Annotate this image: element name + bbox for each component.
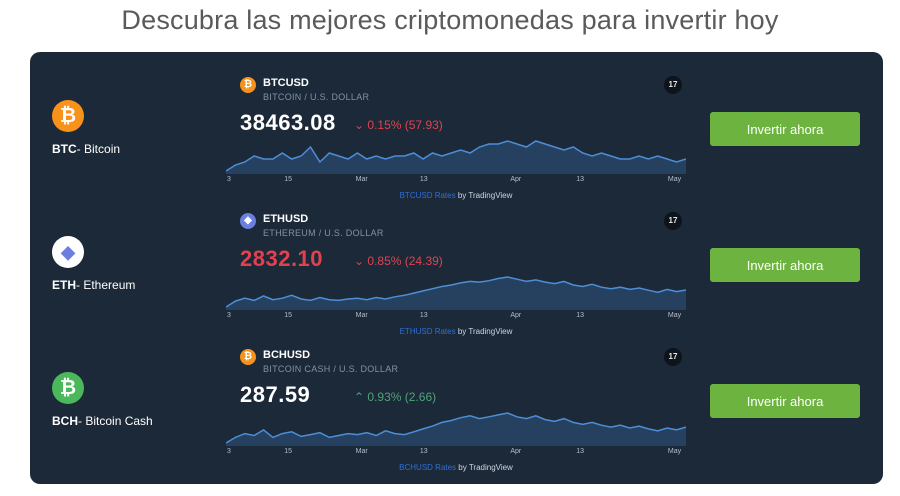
- price-change: ⌄ 0.15% (57.93): [354, 118, 443, 132]
- invest-button-btc[interactable]: Invertir ahora: [710, 112, 860, 146]
- crypto-row-eth: ◆ ETH- Ethereum ◆ ETHUSD ETHEREUM / U.S.…: [30, 200, 883, 336]
- x-tick-label: Mar: [355, 448, 368, 455]
- x-tick-label: 3: [227, 176, 231, 183]
- coin-full-name: Bitcoin: [84, 142, 121, 156]
- chevron-up-icon: ⌃: [354, 390, 365, 404]
- symbol: ETHUSD: [263, 213, 309, 225]
- crypto-row-btc: ₿ BTC- Bitcoin ₿ BTCUSD BITCOIN / U.S. D…: [30, 64, 883, 200]
- coin-ticker: BTC: [52, 142, 77, 156]
- symbol-description: BITCOIN CASH / U.S. DOLLAR: [263, 364, 399, 374]
- x-tick-label: Apr: [510, 448, 522, 455]
- symbol-description: ETHEREUM / U.S. DOLLAR: [263, 228, 384, 238]
- x-tick-label: Apr: [510, 176, 522, 183]
- bitcoin-icon: ₿: [240, 77, 256, 93]
- x-tick-label: May: [667, 176, 682, 183]
- bitcoin-cash-icon: ₿: [240, 349, 256, 365]
- price-change: ⌄ 0.85% (24.39): [354, 254, 443, 268]
- attribution-text: by TradingView: [455, 327, 513, 336]
- x-tick-label: 13: [576, 448, 585, 455]
- attribution-link[interactable]: BCHUSD Rates: [399, 463, 457, 472]
- price: 2832.10: [240, 246, 324, 271]
- tradingview-logo-icon[interactable]: 17: [664, 212, 682, 230]
- page-heading: Descubra las mejores criptomonedas para …: [121, 5, 779, 35]
- bitcoin-icon: ₿: [52, 100, 84, 132]
- attribution-text: by TradingView: [456, 463, 513, 472]
- chart-line: [226, 276, 686, 308]
- coin-name: BTC- Bitcoin: [52, 142, 222, 156]
- symbol: BTCUSD: [263, 77, 309, 89]
- attribution: ETHUSD Rates by TradingView: [226, 327, 686, 336]
- x-tick-label: 15: [284, 448, 292, 455]
- tradingview-logo-icon[interactable]: 17: [664, 348, 682, 366]
- x-tick-label: May: [667, 312, 682, 319]
- invest-button-bch[interactable]: Invertir ahora: [710, 384, 860, 418]
- crypto-panel: ₿ BTC- Bitcoin ₿ BTCUSD BITCOIN / U.S. D…: [30, 52, 883, 484]
- price: 38463.08: [240, 110, 336, 135]
- coin-info: ◆ ETH- Ethereum: [52, 236, 222, 292]
- x-tick-label: 13: [419, 176, 428, 183]
- x-tick-label: Mar: [355, 312, 368, 319]
- x-axis: 3 15 Mar 13 Apr 13 May: [226, 448, 686, 460]
- change-value: 0.85% (24.39): [367, 254, 443, 268]
- price: 287.59: [240, 382, 311, 407]
- x-tick-label: 13: [576, 312, 585, 319]
- price-chart: [226, 412, 686, 446]
- x-tick-label: 13: [419, 448, 428, 455]
- coin-name-separator: -: [78, 414, 86, 428]
- chart-area: [226, 277, 686, 310]
- crypto-row-bch: ₿ BCH- Bitcoin Cash ₿ BCHUSD BITCOIN CAS…: [30, 336, 883, 472]
- tradingview-widget[interactable]: ₿ BCHUSD BITCOIN CASH / U.S. DOLLAR 17 2…: [226, 336, 686, 472]
- x-tick-label: 15: [284, 312, 292, 319]
- coin-info: ₿ BTC- Bitcoin: [52, 100, 222, 156]
- x-tick-label: 15: [284, 176, 292, 183]
- x-tick-label: Apr: [510, 312, 522, 319]
- chart-line: [226, 140, 686, 172]
- coin-name-separator: -: [76, 142, 85, 156]
- coin-ticker: BCH: [52, 414, 78, 428]
- attribution-text: by TradingView: [455, 191, 513, 200]
- tradingview-widget[interactable]: ◆ ETHUSD ETHEREUM / U.S. DOLLAR 17 2832.…: [226, 200, 686, 336]
- tradingview-widget[interactable]: ₿ BTCUSD BITCOIN / U.S. DOLLAR 17 38463.…: [226, 64, 686, 200]
- attribution-link[interactable]: BTCUSD Rates: [399, 191, 456, 200]
- chart-area: [226, 413, 686, 446]
- x-tick-label: 3: [227, 312, 231, 319]
- x-axis: 3 15 Mar 13 Apr 13 May: [226, 312, 686, 324]
- x-axis: 3 15 Mar 13 Apr 13 May: [226, 176, 686, 188]
- bitcoin-cash-icon: ₿: [52, 372, 84, 404]
- ethereum-icon: ◆: [240, 213, 256, 229]
- chart-area: [226, 141, 686, 174]
- coin-full-name: Bitcoin Cash: [85, 414, 153, 428]
- change-value: 0.93% (2.66): [367, 390, 437, 404]
- symbol-description: BITCOIN / U.S. DOLLAR: [263, 92, 370, 102]
- price-chart: [226, 140, 686, 174]
- attribution: BTCUSD Rates by TradingView: [226, 191, 686, 200]
- invest-button-eth[interactable]: Invertir ahora: [710, 248, 860, 282]
- coin-full-name: Ethereum: [83, 278, 136, 292]
- coin-info: ₿ BCH- Bitcoin Cash: [52, 372, 222, 428]
- x-tick-label: Mar: [355, 176, 368, 183]
- attribution-link[interactable]: ETHUSD Rates: [399, 327, 456, 336]
- attribution: BCHUSD Rates by TradingView: [226, 463, 686, 472]
- chevron-down-icon: ⌄: [354, 118, 365, 132]
- coin-name: BCH- Bitcoin Cash: [52, 414, 222, 428]
- symbol: BCHUSD: [263, 349, 311, 361]
- price-change: ⌃ 0.93% (2.66): [354, 390, 436, 404]
- x-tick-label: May: [667, 448, 682, 455]
- chevron-down-icon: ⌄: [354, 254, 365, 268]
- coin-name-separator: -: [76, 278, 84, 292]
- coin-name: ETH- Ethereum: [52, 278, 222, 292]
- ethereum-icon: ◆: [52, 236, 84, 268]
- chart-line: [226, 412, 686, 444]
- x-tick-label: 13: [419, 312, 428, 319]
- change-value: 0.15% (57.93): [367, 118, 443, 132]
- x-tick-label: 3: [227, 448, 231, 455]
- tradingview-logo-icon[interactable]: 17: [664, 76, 682, 94]
- x-tick-label: 13: [576, 176, 585, 183]
- price-chart: [226, 276, 686, 310]
- coin-ticker: ETH: [52, 278, 76, 292]
